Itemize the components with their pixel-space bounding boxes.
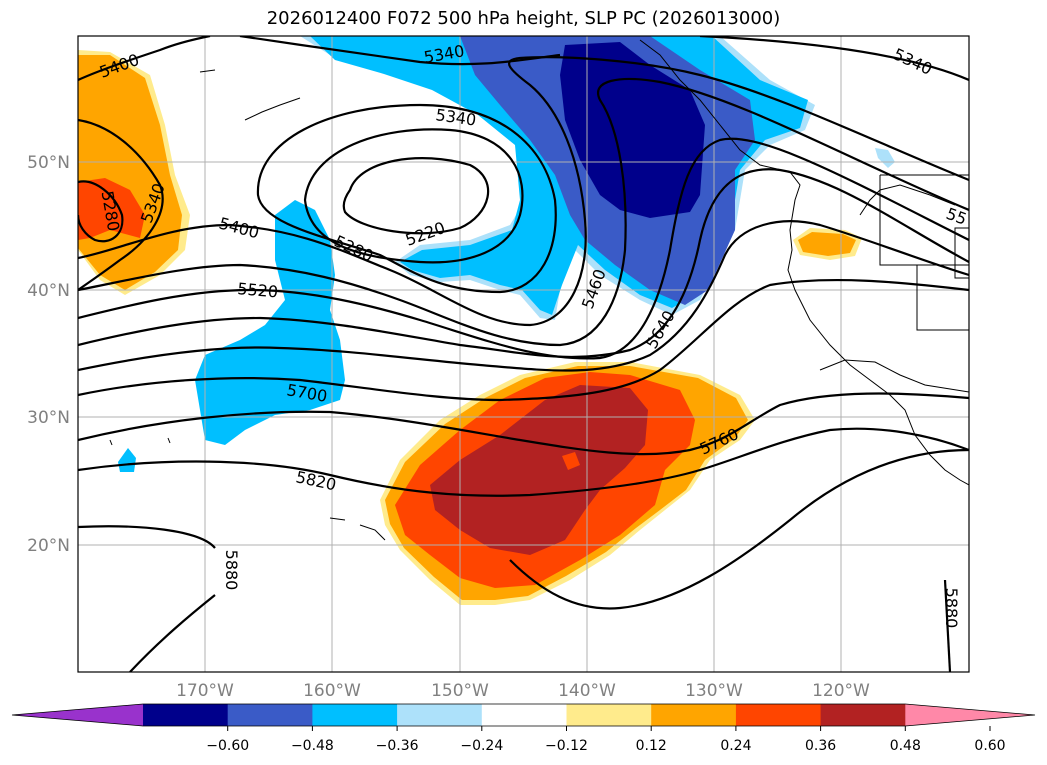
lon-label: 160°W (303, 681, 361, 701)
colorbar-segment (820, 704, 906, 726)
contour-5520 (78, 137, 969, 360)
lat-label: 20°N (27, 536, 70, 556)
contour-5280-closed (303, 128, 524, 264)
lon-label: 140°W (558, 681, 616, 701)
contour-5220 (342, 157, 490, 235)
colorbar-tick-label: −0.24 (460, 738, 503, 754)
contour-5280-w (78, 180, 124, 243)
colorbar-segment (143, 704, 229, 726)
contour-5820 (78, 427, 969, 497)
colorbar-tick-label: −0.60 (206, 738, 249, 754)
colorbar-segment (312, 704, 398, 726)
colorbar-tick-label: 0.48 (890, 738, 921, 754)
anomaly-neg-0.12-e (875, 148, 895, 168)
anomaly-neg-0.24-island (118, 448, 136, 472)
lon-label: 120°W (812, 681, 870, 701)
lon-label: 130°W (685, 681, 743, 701)
contour-label: 5880 (942, 588, 961, 629)
anomaly-neg-0.48-ne (560, 42, 705, 218)
colorbar-tick-label: 0.24 (720, 738, 751, 754)
lat-label: 40°N (27, 281, 70, 301)
colorbar-segment (651, 704, 737, 726)
anomaly-neg-0.24-w (195, 200, 345, 445)
lon-label: 170°W (176, 681, 234, 701)
colorbar-tick-label: −0.36 (376, 738, 419, 754)
latitude-labels: 50°N 40°N 30°N 20°N (27, 153, 70, 556)
contour-5400-nw (78, 36, 211, 82)
anomaly-pos-0.36-hole (562, 452, 580, 470)
contour-5880-w (129, 594, 216, 672)
contour-5880-main (78, 525, 216, 549)
contour-label: 5880 (222, 550, 241, 591)
colorbar-segment (735, 704, 822, 726)
contour-5340-ne (699, 36, 969, 82)
longitude-labels: 170°W 160°W 150°W 140°W 130°W 120°W (176, 681, 870, 701)
contour-5640 (78, 220, 969, 372)
contour-5880-arc (509, 448, 969, 610)
graticule (78, 36, 969, 672)
lon-label: 150°W (431, 681, 489, 701)
contour-5880-e (943, 579, 952, 672)
colorbar-extend-high (905, 704, 1035, 726)
height-contours (78, 36, 969, 672)
colorbar-segment (481, 704, 567, 726)
contour-5400 (78, 56, 969, 327)
colorbar-tick-label: 0.12 (636, 738, 667, 754)
colorbar-tick-label: −0.48 (291, 738, 334, 754)
contour-5340-around (256, 103, 557, 294)
map-title: 2026012400 F072 500 hPa height, SLP PC (… (266, 8, 781, 29)
anomaly-pos-0.48-c (430, 385, 648, 555)
contour-5580 (78, 168, 969, 359)
map-frame (77, 35, 970, 673)
colorbar-extend-low (12, 704, 143, 726)
colorbar-segment (397, 704, 483, 726)
colorbar-segment (566, 704, 652, 726)
contour-5760 (78, 392, 969, 456)
contour-5340-top (239, 36, 561, 66)
lat-label: 50°N (27, 153, 70, 173)
colorbar-segment (227, 704, 313, 726)
contour-5700 (78, 278, 969, 402)
colorbar-tick-label: 0.36 (805, 738, 836, 754)
colorbar-outline (11, 703, 1036, 727)
contour-5340-w (78, 118, 164, 291)
lat-label: 30°N (27, 408, 70, 428)
colorbar-tick-label: 0.60 (974, 738, 1005, 754)
colorbar-tick-label: −0.12 (545, 738, 588, 754)
contour-5460 (78, 77, 969, 347)
colorbar: −0.60 −0.48 −0.36 −0.24 −0.12 0.12 0.24 0.36 0.4… (11, 703, 1036, 754)
anomaly-pos-0.36-nw (78, 178, 145, 240)
contour-label: 5520 (237, 279, 279, 301)
